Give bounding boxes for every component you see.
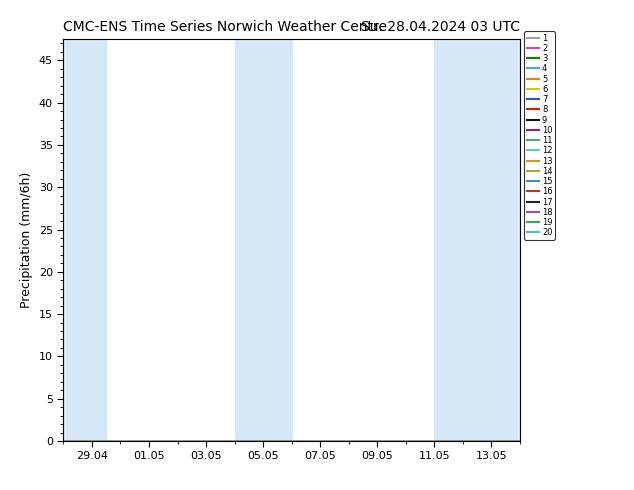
Legend: 1, 2, 3, 4, 5, 6, 7, 8, 9, 10, 11, 12, 13, 14, 15, 16, 17, 18, 19, 20: 1, 2, 3, 4, 5, 6, 7, 8, 9, 10, 11, 12, 1… [524,31,555,240]
Text: Su. 28.04.2024 03 UTC: Su. 28.04.2024 03 UTC [361,20,520,34]
Bar [434,39,520,441]
Bar [235,39,292,441]
Text: CMC-ENS Time Series Norwich Weather Centre: CMC-ENS Time Series Norwich Weather Cent… [63,20,387,34]
Y-axis label: Precipitation (mm/6h): Precipitation (mm/6h) [20,172,34,308]
Bar [63,39,107,441]
